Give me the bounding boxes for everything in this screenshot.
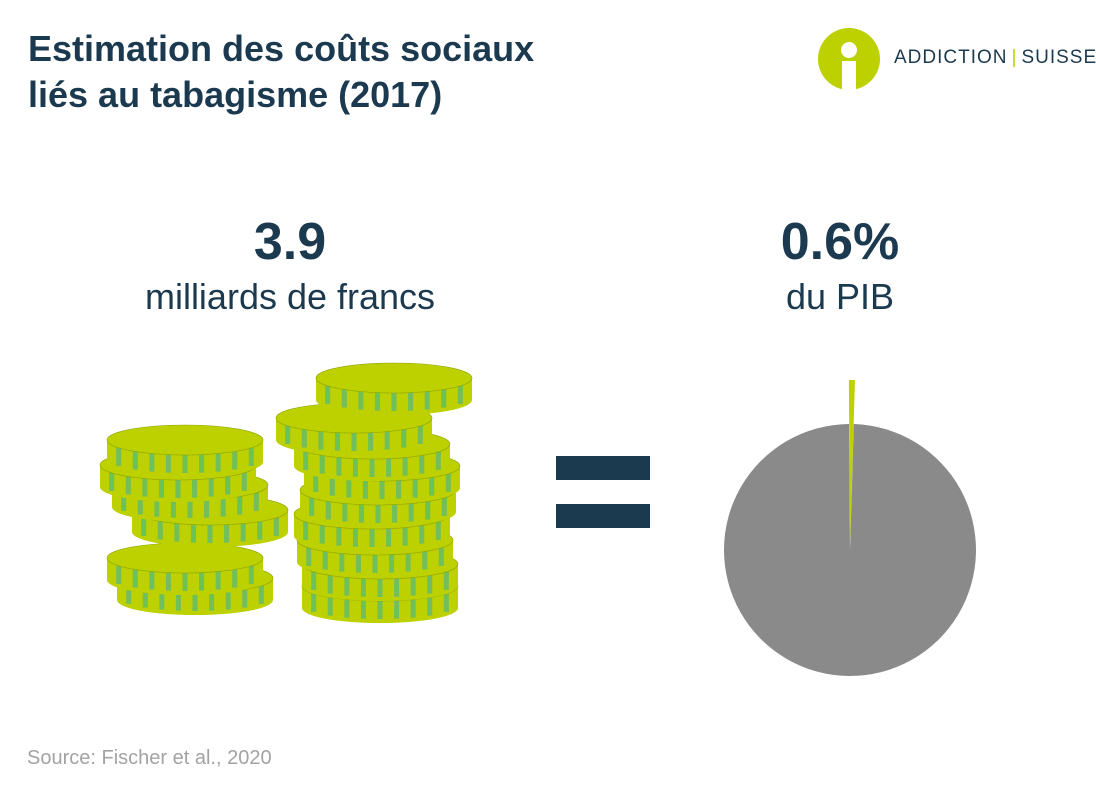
coin <box>106 542 264 595</box>
coin <box>106 424 264 477</box>
logo-word-suisse: SUISSE <box>1021 47 1096 68</box>
page-title: Estimation des coûts sociaux liés au tab… <box>28 26 728 118</box>
pie-slices <box>723 380 976 676</box>
cost-stat: 3.9 milliards de francs <box>80 212 500 318</box>
gdp-pie-chart <box>723 380 976 676</box>
coin-stacks-icon <box>99 362 473 623</box>
title-line-2: liés au tabagisme (2017) <box>28 74 443 115</box>
equals-bar-bottom <box>556 504 650 528</box>
gdp-stat: 0.6% du PIB <box>640 212 1040 318</box>
source-note: Source: Fischer et al., 2020 <box>27 747 272 769</box>
logo-wordmark: ADDICTION | SUISSE <box>894 47 1096 69</box>
title-line-1: Estimation des coûts sociaux <box>28 28 535 69</box>
logo-separator: | <box>1011 47 1018 68</box>
coin <box>315 362 473 415</box>
brand-logo: ADDICTION | SUISSE <box>818 28 1096 90</box>
gdp-label: du PIB <box>785 276 895 317</box>
gdp-value: 0.6% <box>780 213 900 271</box>
cost-label: milliards de francs <box>144 276 436 317</box>
coin-stack-group <box>99 362 473 623</box>
pie-slice-1 <box>723 424 976 676</box>
addiction-suisse-logo-icon <box>818 28 880 90</box>
cost-value: 3.9 <box>253 213 327 271</box>
logo-word-addiction: ADDICTION <box>894 47 1008 68</box>
pie-slice-0 <box>848 380 855 543</box>
equals-bar-top <box>556 456 650 480</box>
equals-icon <box>556 456 650 528</box>
